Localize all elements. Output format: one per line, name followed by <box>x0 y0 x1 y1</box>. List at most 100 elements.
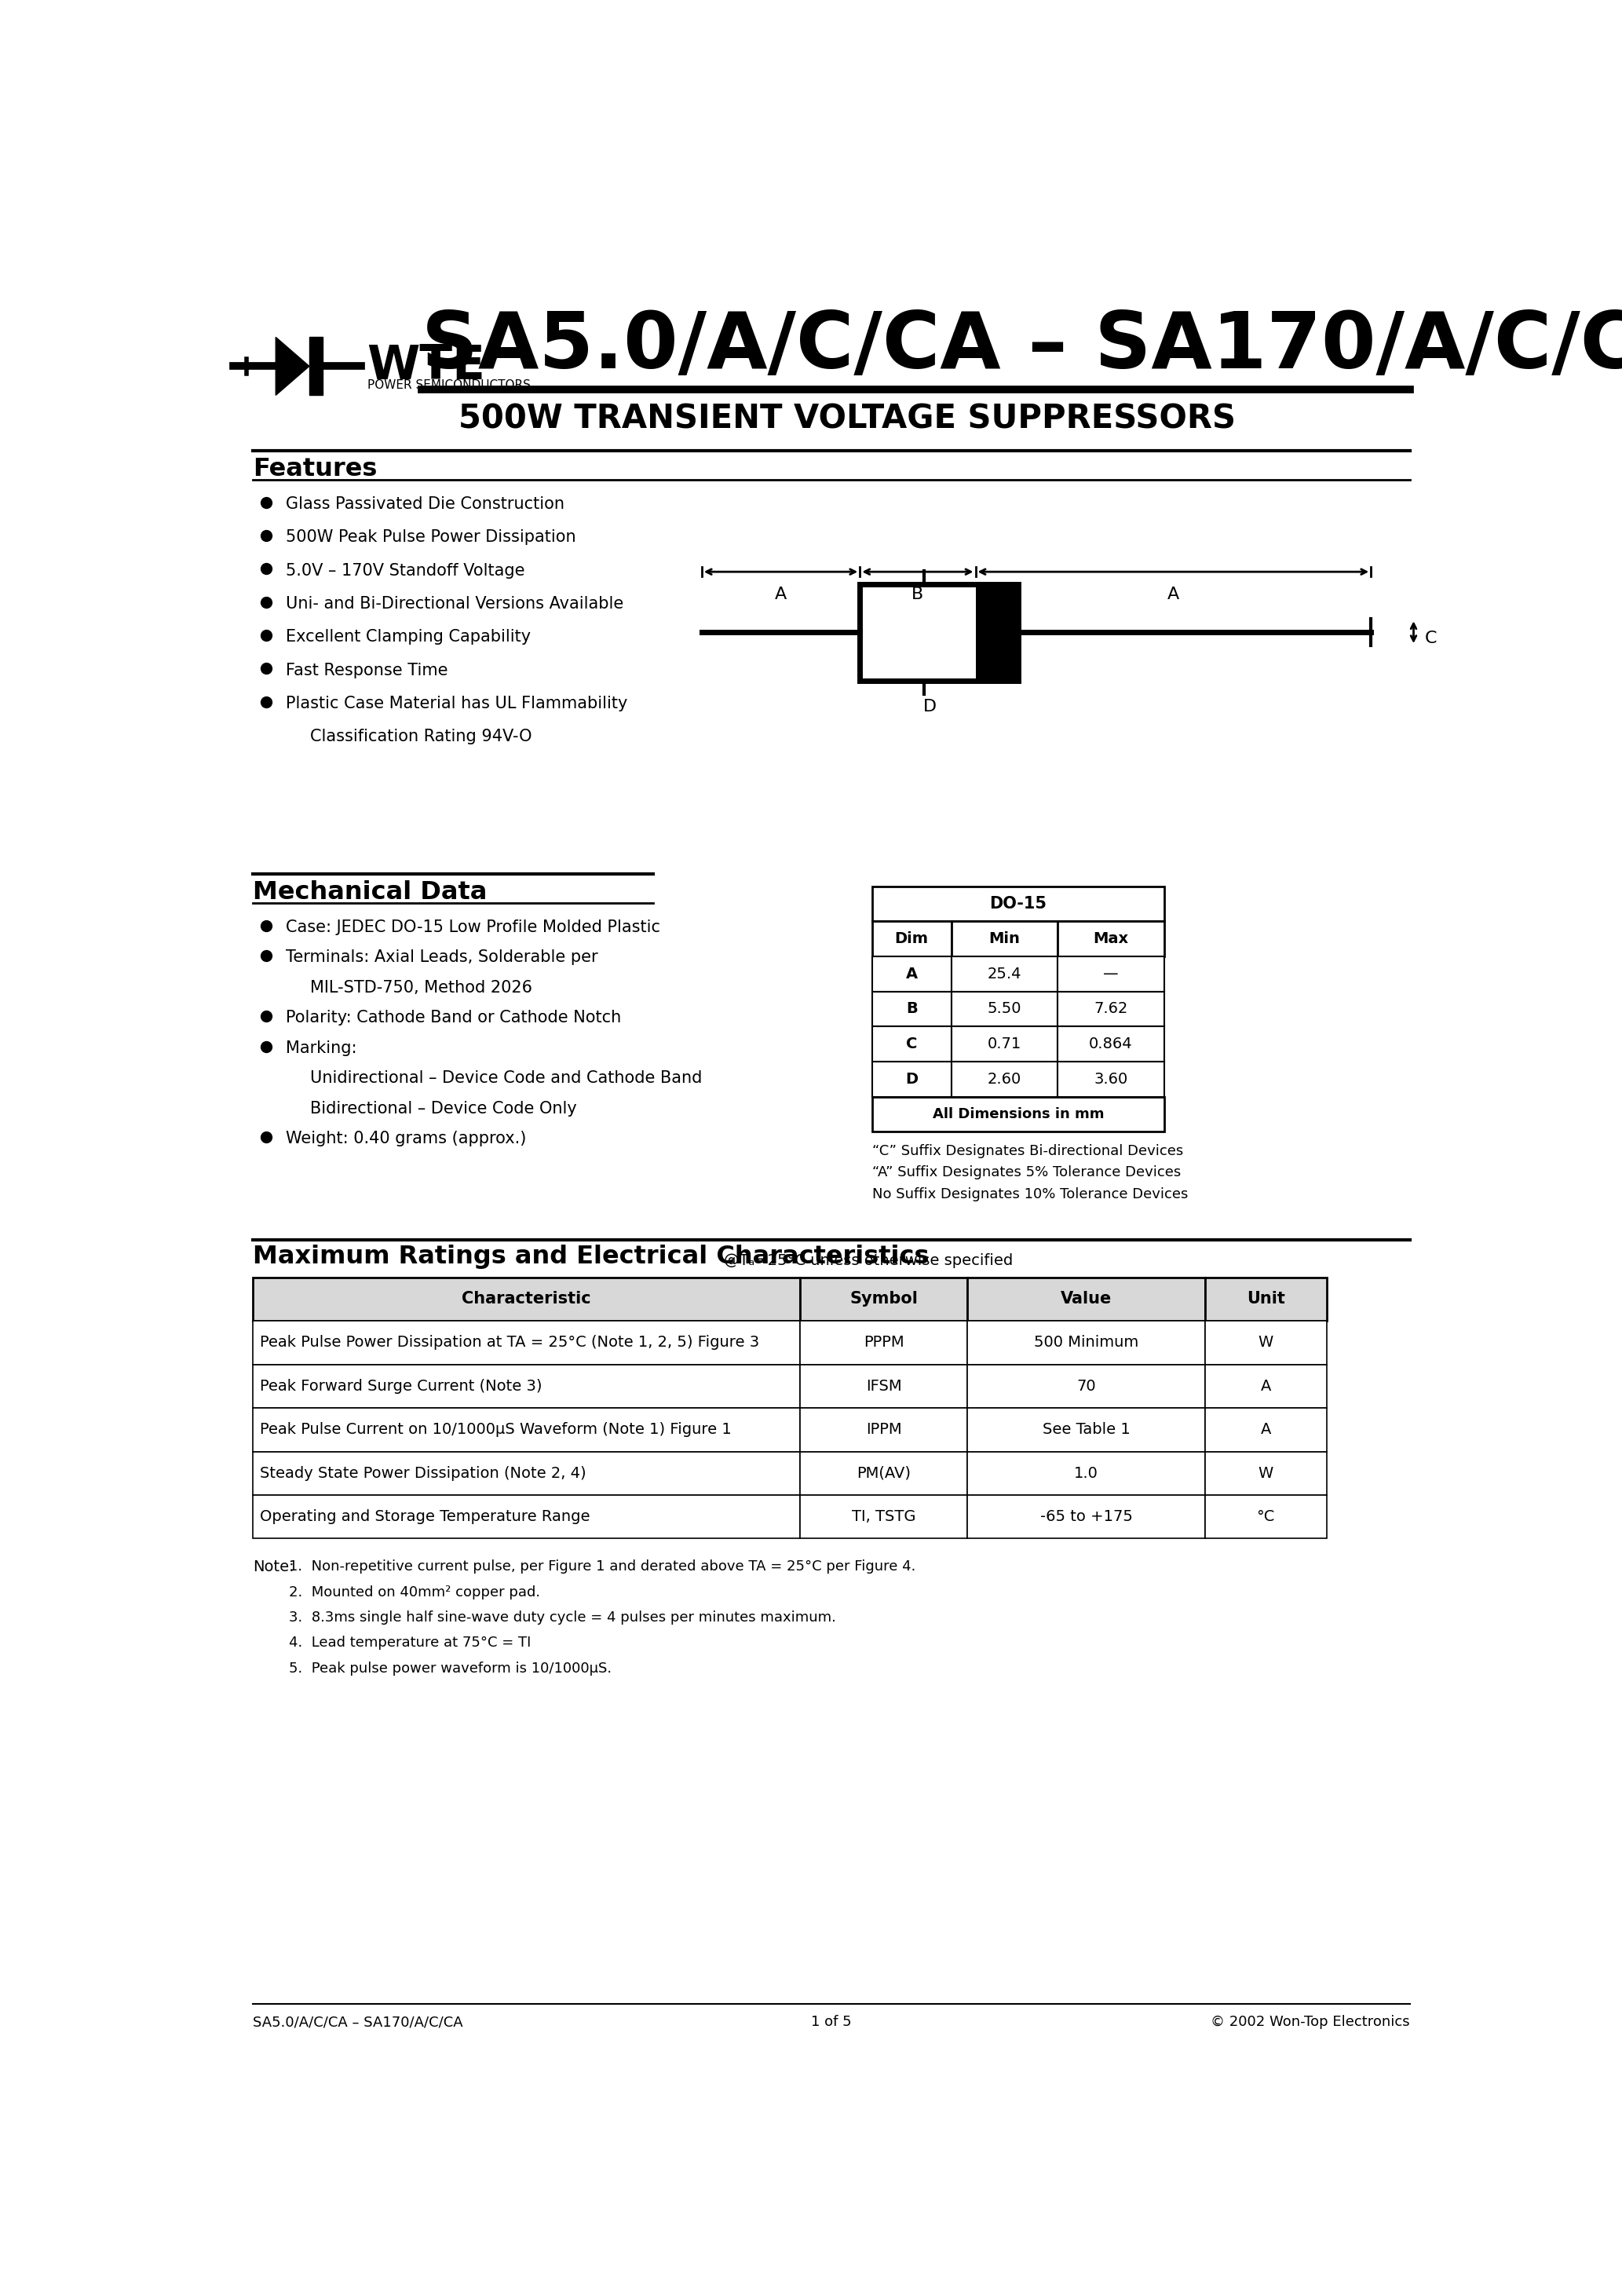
Text: 500W TRANSIENT VOLTAGE SUPPRESSORS: 500W TRANSIENT VOLTAGE SUPPRESSORS <box>459 402 1236 436</box>
Text: SA5.0/A/C/CA – SA170/A/C/CA: SA5.0/A/C/CA – SA170/A/C/CA <box>253 2016 462 2030</box>
Bar <box>1205 1495 1327 1538</box>
Bar <box>968 1407 1205 1451</box>
Text: WTE: WTE <box>367 342 485 390</box>
Text: 1.0: 1.0 <box>1074 1465 1098 1481</box>
Bar <box>800 1451 968 1495</box>
Bar <box>873 992 950 1026</box>
Text: Value: Value <box>1061 1290 1111 1306</box>
Text: SA5.0/A/C/CA – SA170/A/C/CA: SA5.0/A/C/CA – SA170/A/C/CA <box>422 308 1622 386</box>
Text: Unit: Unit <box>1247 1290 1285 1306</box>
Text: POWER SEMICONDUCTORS: POWER SEMICONDUCTORS <box>367 379 530 390</box>
Text: C: C <box>1424 631 1437 645</box>
Text: Classification Rating 94V-O: Classification Rating 94V-O <box>310 730 532 744</box>
Text: 500 Minimum: 500 Minimum <box>1033 1336 1139 1350</box>
Polygon shape <box>276 338 310 395</box>
Polygon shape <box>310 338 323 395</box>
Text: 2.60: 2.60 <box>988 1072 1022 1086</box>
Text: 1 of 5: 1 of 5 <box>811 2016 852 2030</box>
Bar <box>873 1061 950 1097</box>
Text: -65 to +175: -65 to +175 <box>1040 1508 1132 1525</box>
Bar <box>800 1277 968 1320</box>
Text: Mechanical Data: Mechanical Data <box>253 879 487 905</box>
Text: Dim: Dim <box>895 932 928 946</box>
Bar <box>950 957 1058 992</box>
Text: 0.71: 0.71 <box>988 1035 1022 1052</box>
Text: Uni- and Bi-Directional Versions Available: Uni- and Bi-Directional Versions Availab… <box>285 597 624 611</box>
Text: Bidirectional – Device Code Only: Bidirectional – Device Code Only <box>310 1100 577 1116</box>
Bar <box>968 1320 1205 1364</box>
Bar <box>253 1320 800 1364</box>
Bar <box>873 1026 950 1061</box>
Bar <box>253 1364 800 1407</box>
Text: W: W <box>1259 1465 1273 1481</box>
Text: PPPM: PPPM <box>863 1336 903 1350</box>
Bar <box>968 1495 1205 1538</box>
Text: Excellent Clamping Capability: Excellent Clamping Capability <box>285 629 530 645</box>
Text: Symbol: Symbol <box>850 1290 918 1306</box>
Text: Features: Features <box>253 457 376 482</box>
Text: Polarity: Cathode Band or Cathode Notch: Polarity: Cathode Band or Cathode Notch <box>285 1010 621 1026</box>
Text: Max: Max <box>1093 932 1129 946</box>
Text: 0.864: 0.864 <box>1088 1035 1132 1052</box>
Bar <box>968 1364 1205 1407</box>
Text: A: A <box>1260 1380 1272 1394</box>
Point <box>253 1029 279 1065</box>
Bar <box>950 1026 1058 1061</box>
Text: 5.  Peak pulse power waveform is 10/1000μS.: 5. Peak pulse power waveform is 10/1000μ… <box>289 1662 611 1676</box>
Text: TI, TSTG: TI, TSTG <box>852 1508 916 1525</box>
Text: IFSM: IFSM <box>866 1380 902 1394</box>
Bar <box>1058 1061 1165 1097</box>
Text: All Dimensions in mm: All Dimensions in mm <box>933 1107 1105 1120</box>
Text: “C” Suffix Designates Bi-directional Devices: “C” Suffix Designates Bi-directional Dev… <box>873 1143 1182 1157</box>
Point <box>253 551 279 588</box>
Text: @Tₐ=25°C unless otherwise specified: @Tₐ=25°C unless otherwise specified <box>723 1254 1014 1267</box>
Text: DO-15: DO-15 <box>989 895 1046 912</box>
Bar <box>800 1495 968 1538</box>
Text: Plastic Case Material has UL Flammability: Plastic Case Material has UL Flammabilit… <box>285 696 628 712</box>
Text: A: A <box>1168 588 1179 602</box>
Text: A: A <box>905 967 918 980</box>
Text: 5.0V – 170V Standoff Voltage: 5.0V – 170V Standoff Voltage <box>285 563 526 579</box>
Bar <box>253 1451 800 1495</box>
Point <box>253 517 279 553</box>
Text: B: B <box>905 1001 918 1017</box>
Text: See Table 1: See Table 1 <box>1043 1421 1131 1437</box>
Text: IPPM: IPPM <box>866 1421 902 1437</box>
Point <box>253 684 279 721</box>
Text: 3.  8.3ms single half sine-wave duty cycle = 4 pulses per minutes maximum.: 3. 8.3ms single half sine-wave duty cycl… <box>289 1609 837 1626</box>
Text: Unidirectional – Device Code and Cathode Band: Unidirectional – Device Code and Cathode… <box>310 1070 702 1086</box>
Text: Operating and Storage Temperature Range: Operating and Storage Temperature Range <box>260 1508 590 1525</box>
Bar <box>1058 992 1165 1026</box>
Text: B: B <box>912 588 923 602</box>
Bar <box>950 921 1058 957</box>
Text: Peak Forward Surge Current (Note 3): Peak Forward Surge Current (Note 3) <box>260 1380 542 1394</box>
Text: “A” Suffix Designates 5% Tolerance Devices: “A” Suffix Designates 5% Tolerance Devic… <box>873 1166 1181 1180</box>
Text: Maximum Ratings and Electrical Characteristics: Maximum Ratings and Electrical Character… <box>253 1244 929 1270</box>
Text: A: A <box>1260 1421 1272 1437</box>
Text: Case: JEDEC DO-15 Low Profile Molded Plastic: Case: JEDEC DO-15 Low Profile Molded Pla… <box>285 918 660 934</box>
Text: 70: 70 <box>1077 1380 1096 1394</box>
Text: D: D <box>905 1072 918 1086</box>
Bar <box>1058 1026 1165 1061</box>
Text: Characteristic: Characteristic <box>462 1290 590 1306</box>
Text: Marking:: Marking: <box>285 1040 357 1056</box>
Text: 25.4: 25.4 <box>988 967 1022 980</box>
Text: —: — <box>1103 967 1119 980</box>
Text: MIL-STD-750, Method 2026: MIL-STD-750, Method 2026 <box>310 980 532 996</box>
Bar <box>950 992 1058 1026</box>
Bar <box>873 1097 1165 1132</box>
Bar <box>800 1407 968 1451</box>
Bar <box>1205 1320 1327 1364</box>
Point <box>253 1118 279 1155</box>
Bar <box>1205 1277 1327 1320</box>
Text: No Suffix Designates 10% Tolerance Devices: No Suffix Designates 10% Tolerance Devic… <box>873 1187 1187 1201</box>
Text: W: W <box>1259 1336 1273 1350</box>
Bar <box>253 1407 800 1451</box>
Point <box>253 650 279 687</box>
Text: 2.  Mounted on 40mm² copper pad.: 2. Mounted on 40mm² copper pad. <box>289 1584 540 1600</box>
Bar <box>1058 957 1165 992</box>
Text: 4.  Lead temperature at 75°C = TI: 4. Lead temperature at 75°C = TI <box>289 1637 532 1651</box>
Text: Weight: 0.40 grams (approx.): Weight: 0.40 grams (approx.) <box>285 1132 527 1146</box>
Text: 5.50: 5.50 <box>988 1001 1022 1017</box>
Text: D: D <box>923 698 936 714</box>
